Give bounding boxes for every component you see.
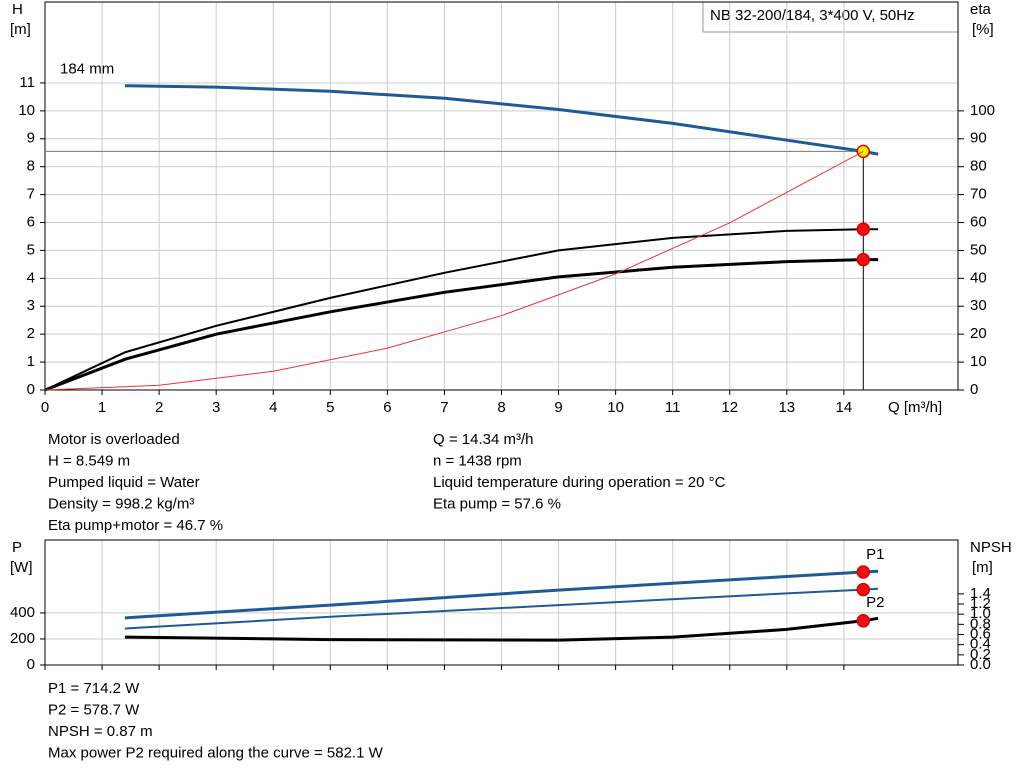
plot-frame (44, 539, 959, 666)
info-text: Density = 998.2 kg/m³ (48, 495, 194, 512)
y-axis-unit: [m] (10, 21, 31, 38)
curve (44, 258, 879, 392)
curve-label: 184 mm (60, 61, 114, 78)
y-tick-label: 9 (27, 130, 35, 147)
y2-tick-label: 0.6 (970, 625, 991, 642)
x-tick-label: 7 (440, 399, 448, 416)
y-tick-label: 5 (27, 241, 35, 258)
info-text: P2 = 578.7 W (48, 701, 140, 718)
y2-tick-label: 10 (970, 353, 987, 370)
y2-tick-label: 0.2 (970, 646, 991, 663)
y2-tick-label: 20 (970, 325, 987, 342)
y2-tick-label: 50 (970, 241, 987, 258)
y2-tick-label: 90 (970, 130, 987, 147)
x-tick-label: 3 (212, 399, 220, 416)
curve (124, 84, 879, 156)
y-axis-unit: [W] (10, 559, 33, 576)
curve (44, 150, 864, 391)
operating-point (856, 252, 871, 267)
operating-point (856, 565, 871, 579)
x-tick-label: 0 (41, 399, 49, 416)
y2-tick-label: 80 (970, 158, 987, 175)
plot-frame (44, 1, 959, 391)
y-axis-label: H (12, 1, 23, 18)
y-tick-label: 3 (27, 297, 35, 314)
y2-tick-label: 40 (970, 269, 987, 286)
y-tick-label: 0 (27, 381, 35, 398)
y2-axis-label: NPSH (970, 539, 1012, 556)
x-tick-label: 5 (326, 399, 334, 416)
y-axis-label: P (12, 539, 22, 556)
y-tick-label: 4 (27, 269, 35, 286)
info-text: Eta pump+motor = 46.7 % (48, 517, 223, 534)
y2-tick-label: 1.2 (970, 595, 991, 612)
y2-tick-label: 0.4 (970, 636, 991, 653)
info-text: NPSH = 0.87 m (48, 723, 153, 740)
y2-tick-label: 0.8 (970, 615, 991, 632)
y-tick-label: 7 (27, 186, 35, 203)
y-tick-label: 400 (10, 604, 35, 621)
x-tick-label: 10 (607, 399, 624, 416)
x-tick-label: 4 (269, 399, 277, 416)
y-tick-label: 0 (27, 656, 35, 673)
y2-axis-unit: [%] (972, 21, 994, 38)
info-text: H = 8.549 m (48, 452, 130, 469)
info-text: n = 1438 rpm (433, 452, 522, 469)
chart-title: NB 32-200/184, 3*400 V, 50Hz (710, 7, 915, 24)
title-box (702, 1, 959, 33)
y2-tick-label: 0.0 (970, 656, 991, 673)
operating-point (856, 582, 871, 597)
info-text: P1 = 714.2 W (48, 680, 140, 697)
x-tick-label: 13 (778, 399, 795, 416)
operating-point (856, 222, 871, 236)
curve-label: P2 (866, 594, 884, 611)
operating-point (856, 614, 871, 628)
y2-tick-label: 1.4 (970, 585, 991, 602)
curve-label: P1 (866, 546, 884, 563)
curve (44, 228, 879, 391)
info-text: Q = 14.34 m³/h (433, 431, 533, 448)
x-tick-label: 9 (554, 399, 562, 416)
y2-axis-unit: [m] (972, 559, 993, 576)
info-text: Max power P2 required along the curve = … (48, 744, 384, 761)
y2-tick-label: 1.0 (970, 605, 991, 622)
y2-axis-label: eta (970, 1, 992, 18)
y-tick-label: 11 (19, 74, 35, 91)
info-text: Motor is overloaded (48, 431, 180, 448)
info-text: Pumped liquid = Water (48, 474, 200, 491)
x-tick-label: 12 (721, 399, 738, 416)
y2-tick-label: 0 (970, 381, 978, 398)
info-text: Eta pump = 57.6 % (433, 495, 561, 512)
info-text: Liquid temperature during operation = 20… (433, 474, 726, 491)
y2-tick-label: 70 (970, 186, 987, 203)
y2-tick-label: 30 (970, 297, 987, 314)
x-tick-label: 1 (98, 399, 106, 416)
x-tick-label: 6 (383, 399, 391, 416)
x-tick-label: 14 (836, 399, 853, 416)
y-tick-label: 2 (27, 325, 35, 342)
y-tick-label: 200 (10, 630, 35, 647)
y-tick-label: 10 (18, 102, 35, 119)
x-tick-label: 2 (155, 399, 163, 416)
y2-tick-label: 100 (970, 102, 995, 119)
y-tick-label: 6 (27, 213, 35, 230)
x-axis-label: Q [m³/h] (888, 399, 942, 416)
y2-tick-label: 60 (970, 213, 987, 230)
y-tick-label: 1 (27, 353, 35, 370)
x-tick-label: 8 (497, 399, 505, 416)
x-tick-label: 11 (665, 399, 681, 416)
y-tick-label: 8 (27, 158, 35, 175)
